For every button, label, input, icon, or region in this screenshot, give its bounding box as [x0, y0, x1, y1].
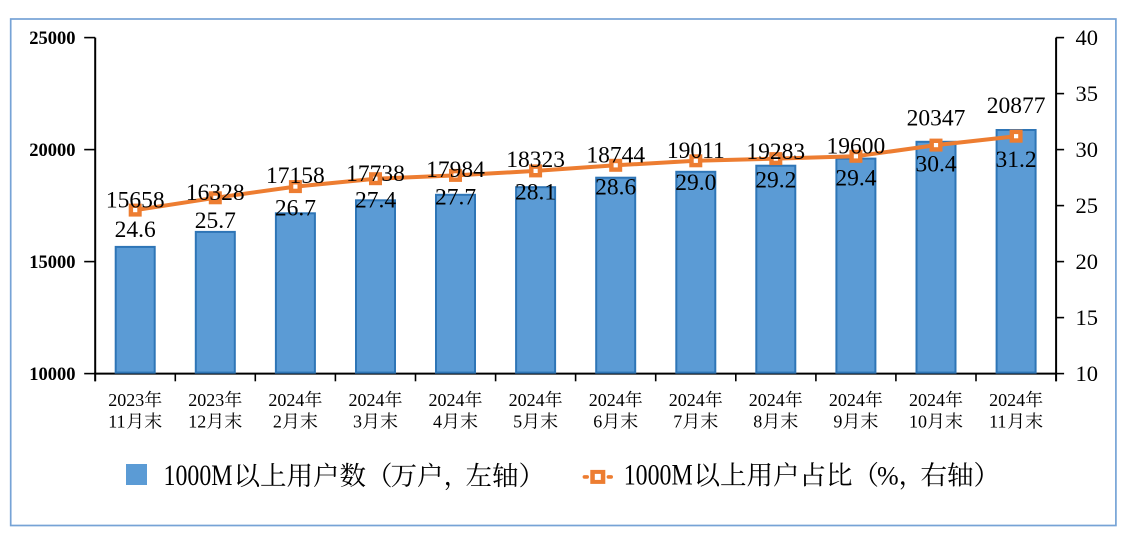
svg-text:5: 5	[513, 412, 522, 432]
svg-text:20000: 20000	[29, 141, 75, 161]
svg-text:19283: 19283	[746, 139, 805, 165]
svg-text:20877: 20877	[987, 93, 1046, 119]
svg-text:20347: 20347	[907, 106, 966, 132]
svg-text:2024: 2024	[669, 390, 705, 410]
svg-text:24.6: 24.6	[115, 217, 156, 243]
svg-text:2024: 2024	[509, 390, 545, 410]
svg-text:12: 12	[188, 412, 206, 432]
svg-text:4: 4	[433, 412, 442, 432]
svg-text:1000M: 1000M	[164, 459, 233, 492]
svg-text:9: 9	[833, 412, 842, 432]
svg-text:15: 15	[1076, 305, 1099, 330]
svg-text:17984: 17984	[426, 157, 485, 183]
svg-text:28.1: 28.1	[515, 179, 556, 205]
svg-text:2023: 2023	[108, 390, 144, 410]
svg-text:27.4: 27.4	[355, 188, 396, 214]
svg-text:2024: 2024	[589, 390, 625, 410]
svg-text:29.2: 29.2	[755, 168, 796, 194]
svg-text:30.4: 30.4	[915, 152, 956, 178]
svg-text:2023: 2023	[188, 390, 224, 410]
svg-text:2024: 2024	[909, 390, 945, 410]
svg-text:1000M: 1000M	[624, 458, 693, 491]
svg-text:2024: 2024	[349, 390, 385, 410]
svg-text:25000: 25000	[29, 29, 75, 49]
svg-text:26.7: 26.7	[275, 196, 316, 222]
svg-text:2024: 2024	[268, 390, 304, 410]
svg-text:3: 3	[353, 412, 362, 432]
svg-text:29.0: 29.0	[675, 170, 716, 196]
svg-text:2024: 2024	[829, 390, 865, 410]
svg-text:15000: 15000	[29, 253, 75, 273]
svg-text:25.7: 25.7	[195, 208, 236, 234]
svg-text:28.6: 28.6	[595, 174, 636, 200]
svg-text:27.7: 27.7	[435, 184, 476, 210]
svg-text:15658: 15658	[106, 188, 165, 214]
svg-text:19011: 19011	[667, 138, 725, 164]
svg-text:29.4: 29.4	[835, 165, 876, 191]
svg-text:10: 10	[1076, 361, 1099, 386]
svg-text:6: 6	[593, 412, 602, 432]
svg-text:2024: 2024	[989, 390, 1025, 410]
svg-text:11: 11	[989, 412, 1006, 432]
svg-text:16328: 16328	[186, 180, 245, 206]
svg-text:10000: 10000	[29, 365, 75, 385]
svg-text:20: 20	[1076, 249, 1099, 274]
svg-text:19600: 19600	[827, 133, 886, 159]
svg-text:2024: 2024	[429, 390, 465, 410]
svg-text:%: %	[877, 461, 899, 490]
svg-text:10: 10	[909, 412, 927, 432]
svg-text:40: 40	[1076, 25, 1099, 50]
svg-text:2: 2	[273, 412, 282, 432]
svg-text:2024: 2024	[749, 390, 785, 410]
svg-text:18323: 18323	[506, 147, 565, 173]
svg-text:8: 8	[753, 412, 762, 432]
svg-text:35: 35	[1076, 81, 1099, 106]
svg-text:17158: 17158	[266, 163, 325, 189]
svg-text:31.2: 31.2	[996, 147, 1037, 173]
svg-text:17738: 17738	[346, 161, 405, 187]
svg-text:30: 30	[1076, 137, 1099, 162]
svg-text:25: 25	[1076, 193, 1099, 218]
svg-text:18744: 18744	[586, 143, 645, 169]
svg-text:7: 7	[673, 412, 682, 432]
svg-text:11: 11	[108, 412, 125, 432]
